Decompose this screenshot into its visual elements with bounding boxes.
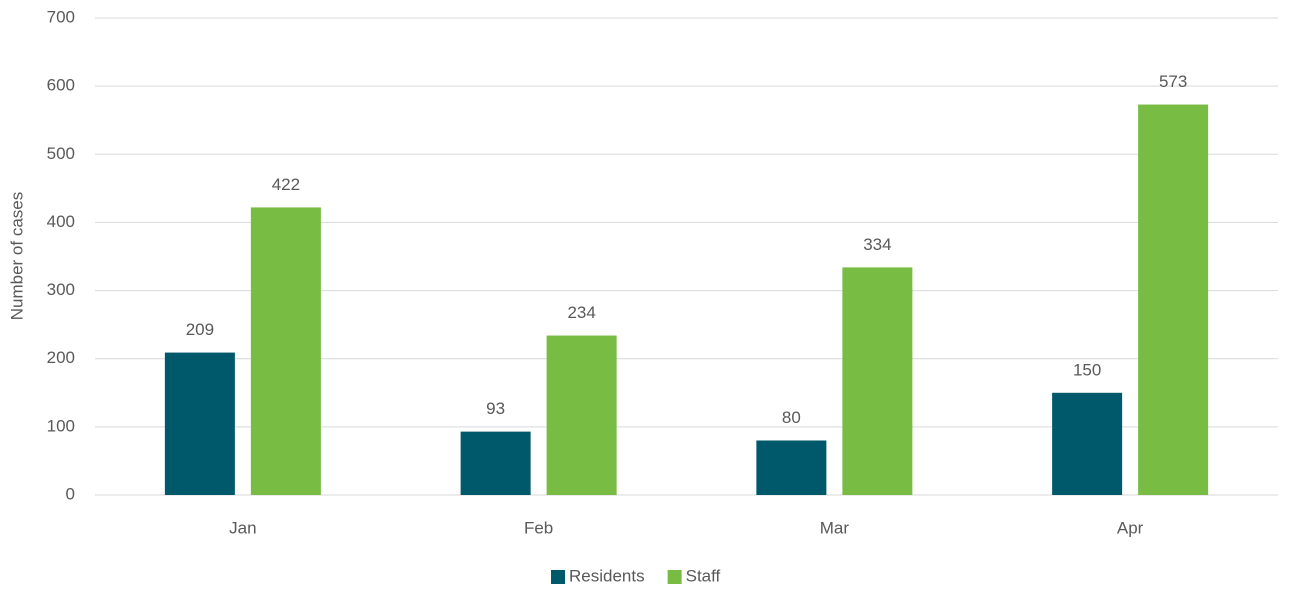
bar bbox=[460, 431, 531, 495]
y-tick-label: 0 bbox=[66, 484, 75, 503]
y-tick-label: 100 bbox=[47, 416, 75, 435]
bar bbox=[1052, 392, 1123, 495]
legend-label: Residents bbox=[569, 566, 645, 585]
x-tick-label: Mar bbox=[820, 518, 850, 537]
bar bbox=[164, 352, 235, 495]
y-axis-label: Number of cases bbox=[7, 192, 26, 321]
y-tick-label: 400 bbox=[47, 212, 75, 231]
x-tick-label: Apr bbox=[1117, 518, 1144, 537]
bar bbox=[842, 267, 913, 495]
data-label: 334 bbox=[863, 235, 891, 254]
data-label: 234 bbox=[567, 303, 595, 322]
y-tick-label: 200 bbox=[47, 348, 75, 367]
legend-swatch bbox=[667, 570, 682, 584]
data-label: 573 bbox=[1159, 72, 1187, 91]
data-label: 80 bbox=[782, 408, 801, 427]
x-tick-label: Jan bbox=[229, 518, 256, 537]
data-label: 422 bbox=[272, 175, 300, 194]
x-tick-label: Feb bbox=[524, 518, 553, 537]
y-tick-label: 700 bbox=[47, 7, 75, 26]
y-tick-label: 600 bbox=[47, 76, 75, 95]
bar bbox=[546, 335, 617, 495]
data-label: 93 bbox=[486, 399, 505, 418]
legend-swatch bbox=[551, 570, 565, 584]
y-tick-label: 300 bbox=[47, 280, 75, 299]
legend-label: Staff bbox=[686, 566, 721, 585]
bar bbox=[756, 440, 827, 495]
data-label: 209 bbox=[186, 320, 214, 339]
y-tick-label: 500 bbox=[47, 144, 75, 163]
bar bbox=[1138, 104, 1209, 495]
data-label: 150 bbox=[1073, 360, 1101, 379]
bar bbox=[250, 207, 321, 496]
